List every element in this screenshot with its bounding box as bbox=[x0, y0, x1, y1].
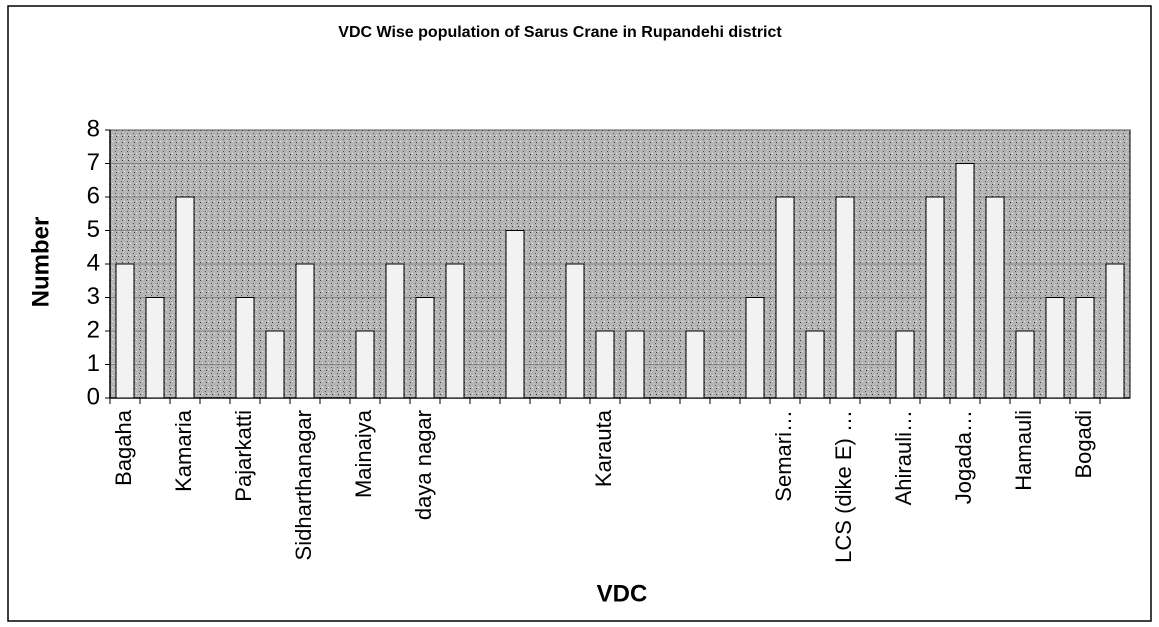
y-tick-label: 1 bbox=[87, 350, 100, 377]
y-tick-label: 8 bbox=[87, 115, 100, 142]
bar bbox=[385, 263, 405, 399]
bar bbox=[505, 230, 525, 399]
bar bbox=[145, 297, 165, 399]
bar bbox=[175, 196, 195, 399]
x-tick-label: Mainaiya bbox=[351, 409, 376, 498]
x-tick-label: Karauta bbox=[591, 409, 616, 487]
x-tick-label: LCS (dike E) … bbox=[831, 410, 856, 563]
x-tick-label: Semari… bbox=[771, 410, 796, 502]
bar bbox=[835, 196, 855, 399]
x-tick-label: Jogada… bbox=[951, 410, 976, 504]
bar bbox=[265, 330, 285, 399]
bar bbox=[895, 330, 915, 399]
y-tick-label: 0 bbox=[87, 383, 100, 410]
x-tick-label: Pajarkatti bbox=[231, 410, 256, 502]
bar bbox=[625, 330, 645, 399]
x-axis-title: VDC bbox=[597, 580, 648, 607]
bar bbox=[985, 196, 1005, 399]
bar bbox=[565, 263, 585, 399]
chart-title: VDC Wise population of Sarus Crane in Ru… bbox=[338, 24, 782, 41]
y-tick-label: 3 bbox=[87, 283, 100, 310]
bar bbox=[595, 330, 615, 399]
bar bbox=[115, 263, 135, 399]
bar bbox=[685, 330, 705, 399]
y-axis-title: Number bbox=[27, 217, 54, 308]
y-tick-label: 4 bbox=[87, 249, 100, 276]
bar bbox=[1075, 297, 1095, 399]
y-tick-label: 6 bbox=[87, 182, 100, 209]
bar bbox=[415, 297, 435, 399]
x-tick-label: Hamauli bbox=[1011, 410, 1036, 491]
bar bbox=[805, 330, 825, 399]
y-tick-label: 2 bbox=[87, 316, 100, 343]
y-tick-label: 7 bbox=[87, 149, 100, 176]
x-tick-label: Kamaria bbox=[171, 409, 196, 492]
bar bbox=[925, 196, 945, 399]
x-tick-label: Bogadi bbox=[1071, 410, 1096, 479]
bar bbox=[775, 196, 795, 399]
bar bbox=[235, 297, 255, 399]
bar bbox=[955, 163, 975, 399]
bar bbox=[745, 297, 765, 399]
bar bbox=[1015, 330, 1035, 399]
x-tick-label: Sidharthanagar bbox=[291, 410, 316, 560]
x-tick-label: Bagaha bbox=[111, 409, 136, 486]
bar bbox=[1105, 263, 1125, 399]
bar bbox=[355, 330, 375, 399]
bar bbox=[1045, 297, 1065, 399]
bar bbox=[445, 263, 465, 399]
bar bbox=[295, 263, 315, 399]
x-tick-label: Ahirauli… bbox=[891, 410, 916, 505]
y-tick-label: 5 bbox=[87, 216, 100, 243]
x-tick-label: daya nagar bbox=[411, 410, 436, 520]
